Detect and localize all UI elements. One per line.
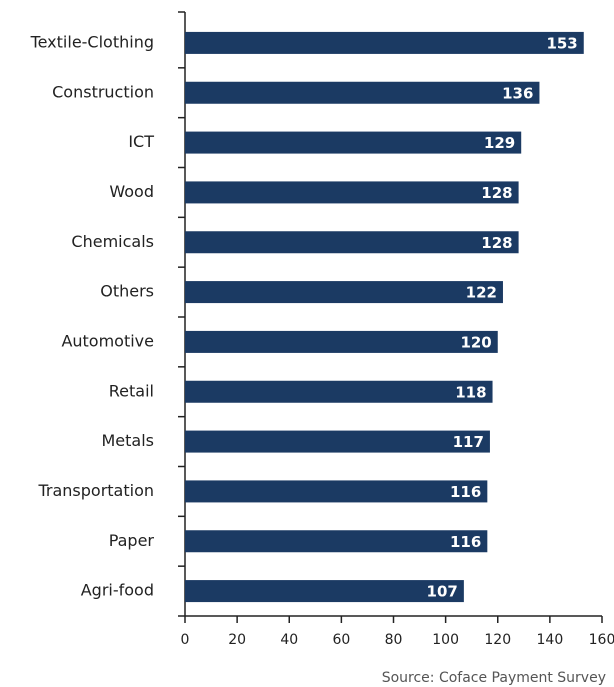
bar	[185, 281, 503, 304]
value-label: 118	[455, 383, 486, 401]
value-label: 153	[546, 34, 577, 52]
value-label: 136	[502, 84, 533, 102]
y-tick-label: Wood	[109, 182, 154, 201]
y-tick-label: Paper	[109, 531, 155, 550]
bar	[185, 81, 540, 104]
x-tick-label: 40	[280, 632, 298, 648]
x-tick-label: 60	[332, 632, 350, 648]
x-tick-label: 160	[589, 632, 614, 648]
y-tick-label: ICT	[128, 132, 154, 151]
y-tick-label: Retail	[109, 381, 154, 400]
x-tick-label: 120	[484, 632, 511, 648]
bar	[185, 31, 584, 54]
y-tick-label: Textile-Clothing	[30, 32, 154, 51]
bar	[185, 330, 498, 353]
bar	[185, 580, 464, 603]
bar	[185, 380, 493, 403]
y-tick-label: Automotive	[61, 331, 154, 350]
y-tick-label: Construction	[52, 82, 154, 101]
value-label: 129	[484, 134, 515, 152]
x-tick-label: 80	[385, 632, 403, 648]
x-tick-label: 20	[228, 632, 246, 648]
bar	[185, 430, 490, 453]
value-label: 122	[466, 284, 497, 302]
source-note: Source: Coface Payment Survey	[382, 670, 606, 686]
bar	[185, 231, 519, 254]
bar	[185, 181, 519, 204]
value-label: 128	[481, 184, 512, 202]
y-tick-label: Transportation	[37, 481, 154, 500]
value-label: 116	[450, 483, 481, 501]
y-tick-label: Agri-food	[81, 581, 154, 600]
value-label: 117	[453, 433, 484, 451]
x-tick-label: 100	[432, 632, 459, 648]
x-tick-label: 140	[537, 632, 564, 648]
value-label: 116	[450, 533, 481, 551]
value-label: 128	[481, 234, 512, 252]
bar	[185, 131, 522, 154]
value-label: 120	[460, 333, 491, 351]
value-label: 107	[427, 583, 458, 601]
bar	[185, 530, 488, 553]
y-tick-label: Others	[100, 282, 154, 301]
x-tick-label: 0	[181, 632, 190, 648]
y-tick-label: Chemicals	[71, 232, 154, 251]
y-tick-label: Metals	[101, 431, 154, 450]
bar	[185, 480, 488, 503]
